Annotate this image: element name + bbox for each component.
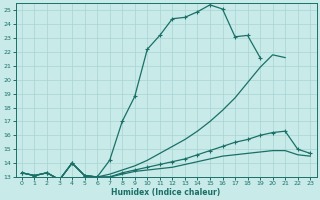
X-axis label: Humidex (Indice chaleur): Humidex (Indice chaleur) [111,188,221,197]
